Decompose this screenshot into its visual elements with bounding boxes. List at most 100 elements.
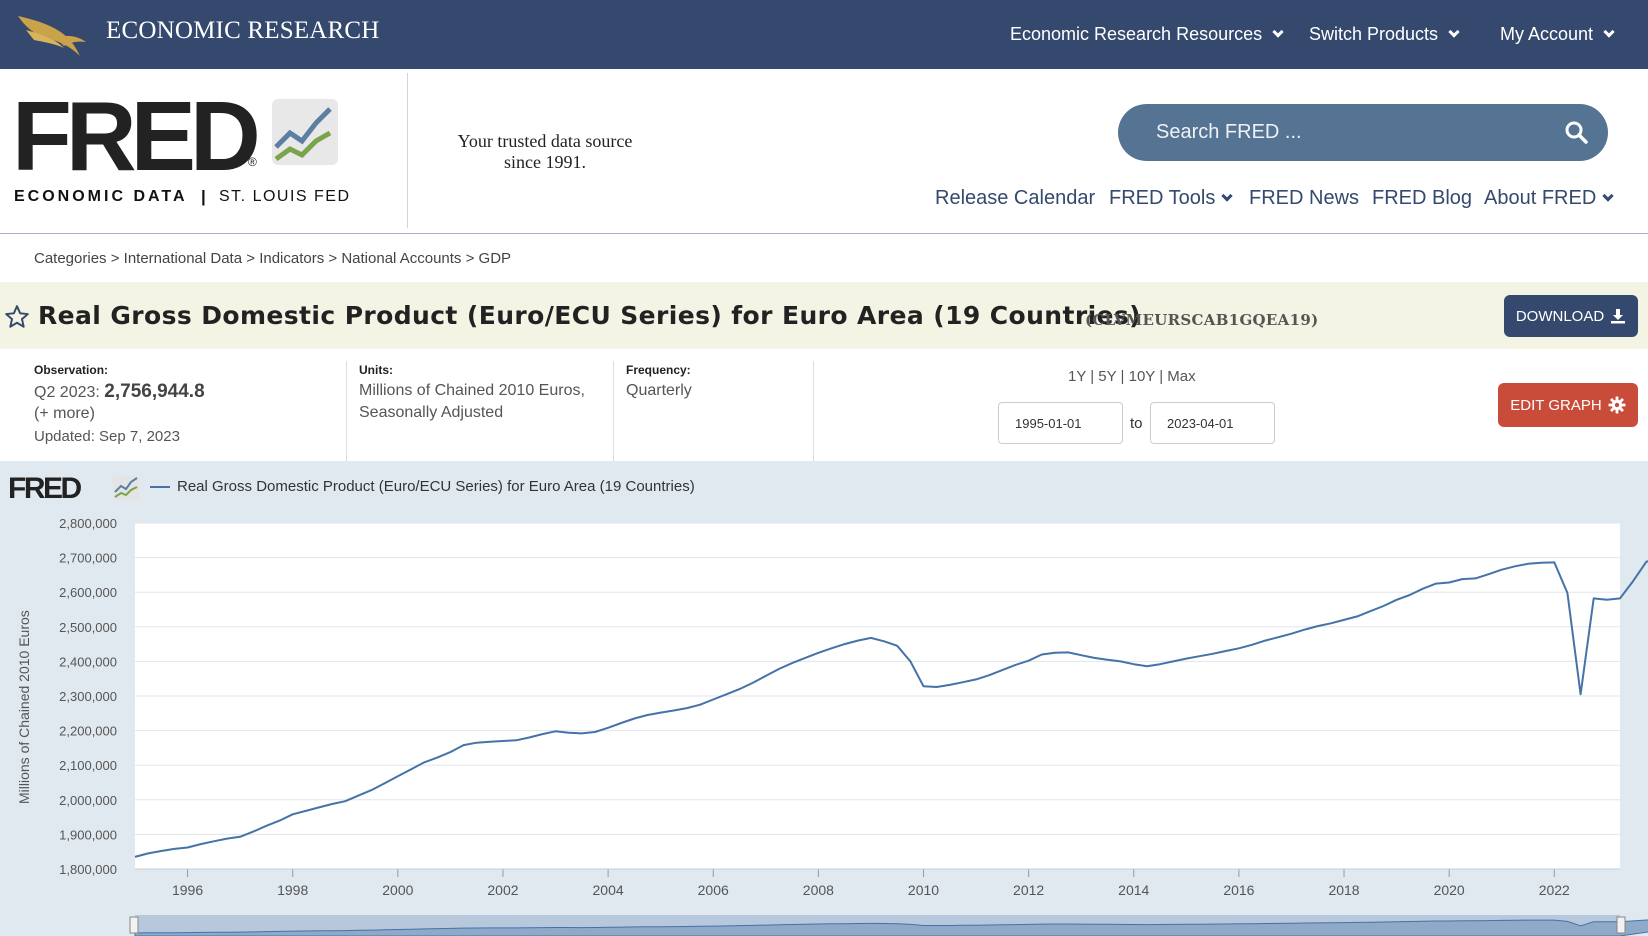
nav-label: FRED Tools [1109, 187, 1216, 209]
y-tick-label: 2,300,000 [59, 689, 117, 704]
divider [613, 361, 614, 461]
x-tick-label: 2004 [593, 882, 624, 898]
units-value: Millions of Chained 2010 Euros, Seasonal… [359, 380, 585, 424]
nav-switch-products[interactable]: Switch Products [1309, 24, 1460, 45]
y-tick-label: 2,200,000 [59, 724, 117, 739]
y-tick-label: 2,400,000 [59, 654, 117, 669]
download-icon [1611, 309, 1626, 324]
chevron-down-icon [1272, 26, 1284, 38]
breadcrumb-separator: > [328, 250, 342, 267]
breadcrumb-categories[interactable]: Categories [34, 250, 107, 267]
frequency-value: Quarterly [626, 382, 692, 399]
date-range-shortcuts[interactable]: 1Y | 5Y | 10Y | Max [1068, 368, 1196, 385]
fred-graph-logo-icon [272, 99, 338, 165]
end-date-input[interactable]: 2023-04-01 [1150, 402, 1275, 444]
to-label: to [1130, 415, 1143, 432]
observation-number: 2,756,944.8 [104, 381, 205, 402]
search-icon[interactable] [1564, 120, 1588, 144]
breadcrumb-separator: > [246, 250, 260, 267]
edit-graph-button[interactable]: EDIT GRAPH [1498, 383, 1638, 427]
x-tick-label: 2014 [1118, 882, 1149, 898]
y-tick-label: 2,600,000 [59, 585, 117, 600]
navigator-left-handle[interactable] [129, 916, 139, 934]
series-title-band: Real Gross Domestic Product (Euro/ECU Se… [0, 282, 1648, 349]
nav-my-account[interactable]: My Account [1500, 24, 1615, 45]
navigator-series-area [134, 919, 1648, 936]
nav-label: Economic Research Resources [1010, 24, 1263, 44]
series-metadata: Observation: Q2 2023: 2,756,944.8 (+ mor… [0, 349, 1648, 461]
y-axis-label: Millions of Chained 2010 Euros [16, 610, 32, 804]
breadcrumb-separator: > [465, 250, 479, 267]
fred-mini-logo: FRED [8, 472, 82, 505]
nav-release-calendar[interactable]: Release Calendar [935, 187, 1095, 210]
x-tick-label: 2006 [698, 882, 729, 898]
chevron-down-icon [1221, 190, 1233, 202]
breadcrumb-separator: > [110, 250, 124, 267]
top-bar: ECONOMIC RESEARCH Economic Research Reso… [0, 0, 1648, 69]
search-fred-input[interactable]: Search FRED ... [1118, 104, 1608, 161]
economic-research-brand[interactable]: ECONOMIC RESEARCH [106, 17, 380, 44]
updated-date: Updated: Sep 7, 2023 [34, 428, 180, 445]
x-tick-label: 1996 [172, 882, 203, 898]
nav-fred-blog[interactable]: FRED Blog [1372, 187, 1472, 210]
gear-icon [1608, 396, 1626, 414]
gdp-line-chart[interactable]: 1,800,000 1,900,000 2,000,000 2,100,000 2,20… [0, 461, 1648, 936]
nav-economic-research-resources[interactable]: Economic Research Resources [1010, 24, 1284, 45]
x-tick-label: 2002 [487, 882, 518, 898]
breadcrumb-gdp[interactable]: GDP [478, 250, 512, 267]
tagline-line-1: Your trusted data source [457, 131, 633, 151]
chart-area: 1,800,000 1,900,000 2,000,000 2,100,000 2,20… [0, 461, 1648, 936]
chevron-down-icon [1602, 190, 1614, 202]
x-tick-label: 1998 [277, 882, 308, 898]
navigator-right-handle[interactable] [1616, 916, 1626, 934]
frequency-label: Frequency: [626, 363, 691, 377]
nav-label: Release Calendar [935, 187, 1096, 209]
nav-label: Switch Products [1309, 24, 1439, 44]
y-tick-label: 2,500,000 [59, 620, 117, 635]
divider [813, 361, 814, 461]
nav-about-fred[interactable]: About FRED [1484, 187, 1614, 210]
y-tick-label: 2,100,000 [59, 758, 117, 773]
y-tick-label: 1,800,000 [59, 862, 117, 877]
page-title: Real Gross Domestic Product (Euro/ECU Se… [38, 301, 1142, 330]
units-label: Units: [359, 363, 393, 377]
download-button[interactable]: DOWNLOAD [1504, 295, 1638, 337]
tagline: Your trusted data source since 1991. [440, 131, 650, 173]
observation-value: Q2 2023: 2,756,944.8 [34, 381, 205, 404]
edit-graph-label: EDIT GRAPH [1510, 396, 1602, 414]
logo-separator: | [201, 187, 206, 206]
chevron-down-icon [1603, 26, 1615, 38]
divider [346, 361, 347, 461]
breadcrumb: Categories > International Data > Indica… [34, 250, 511, 267]
series-id: (CLVMEURSCAB1GQEA19) [1085, 311, 1319, 329]
series-line[interactable] [134, 538, 1648, 858]
x-tick-label: 2000 [382, 882, 413, 898]
breadcrumb-international-data[interactable]: International Data [123, 250, 243, 267]
units-line-1: Millions of Chained 2010 Euros, [359, 382, 585, 399]
registered-mark: ® [248, 155, 257, 169]
star-icon[interactable] [4, 304, 30, 330]
tagline-line-2: since 1991. [504, 152, 586, 172]
start-date-input[interactable]: 1995-01-01 [998, 402, 1123, 444]
breadcrumb-national-accounts[interactable]: National Accounts [341, 250, 462, 267]
header-divider [407, 73, 408, 228]
y-tick-label: 1,900,000 [59, 827, 117, 842]
x-tick-label: 2008 [803, 882, 834, 898]
search-placeholder: Search FRED ... [1156, 121, 1302, 143]
site-header: FRED ® ECONOMIC DATA | ST. LOUIS FED You… [0, 69, 1648, 234]
units-line-2: Seasonally Adjusted [359, 404, 504, 421]
nav-fred-news[interactable]: FRED News [1249, 187, 1359, 210]
legend-label: Real Gross Domestic Product (Euro/ECU Se… [177, 478, 695, 495]
download-label: DOWNLOAD [1515, 307, 1605, 325]
nav-label: About FRED [1484, 187, 1597, 209]
x-tick-label: 2018 [1328, 882, 1359, 898]
fred-mini-graph-icon [113, 476, 139, 500]
st-louis-fed-text: ST. LOUIS FED [219, 188, 351, 205]
eagle-logo-icon[interactable] [16, 8, 96, 58]
more-observations-link[interactable]: (+ more) [34, 405, 95, 422]
nav-label: My Account [1500, 24, 1594, 44]
breadcrumb-indicators[interactable]: Indicators [259, 250, 325, 267]
x-tick-label: 2016 [1223, 882, 1254, 898]
nav-fred-tools[interactable]: FRED Tools [1109, 187, 1233, 210]
y-tick-label: 2,800,000 [59, 516, 117, 531]
